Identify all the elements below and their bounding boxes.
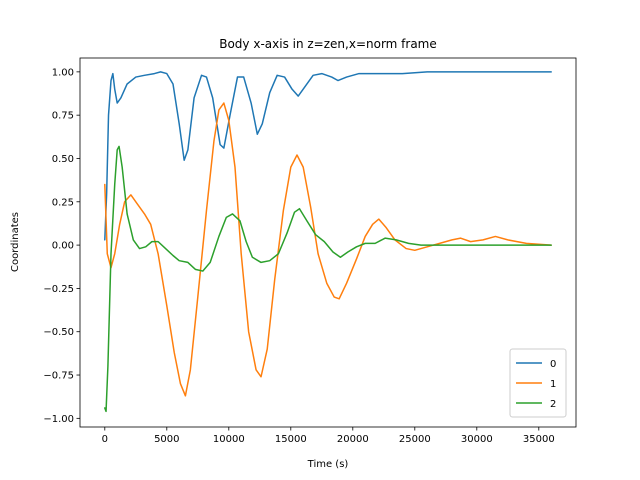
chart-title: Body x-axis in z=zen,x=norm frame (219, 37, 437, 51)
y-tick-label: −0.25 (43, 284, 74, 295)
x-tick-label: 0 (102, 434, 108, 445)
series-line-0 (104, 71, 552, 241)
y-tick-label: −0.50 (43, 327, 74, 338)
plot-area (104, 71, 552, 413)
x-tick-label: 35000 (523, 434, 555, 445)
legend-label-1: 1 (550, 379, 556, 390)
y-tick-label: 0.50 (52, 154, 74, 165)
x-tick-label: 15000 (275, 434, 307, 445)
axes-frame (79, 57, 577, 428)
y-tick-label: 0.25 (52, 197, 74, 208)
series-line-1 (104, 102, 552, 397)
y-tick-label: 0.00 (52, 241, 74, 252)
y-tick-label: −1.00 (43, 414, 74, 425)
y-tick-label: 0.75 (52, 111, 74, 122)
y-axis-label: Coordinates (10, 212, 21, 272)
x-tick-label: 10000 (213, 434, 245, 445)
legend-label-2: 2 (550, 399, 556, 410)
x-axis-label: Time (s) (307, 459, 349, 470)
legend: 0 1 2 (509, 348, 567, 418)
y-tick-label: −0.75 (43, 371, 74, 382)
x-tick-label: 20000 (337, 434, 369, 445)
series-line-2 (104, 145, 552, 413)
legend-label-0: 0 (550, 359, 556, 370)
x-tick-label: 25000 (399, 434, 431, 445)
axes: 0 5000 10000 15000 20000 25000 30000 35000 −1.00… (43, 67, 554, 445)
y-tick-label: 1.00 (52, 67, 74, 78)
x-tick-label: 5000 (154, 434, 179, 445)
x-tick-label: 30000 (461, 434, 493, 445)
